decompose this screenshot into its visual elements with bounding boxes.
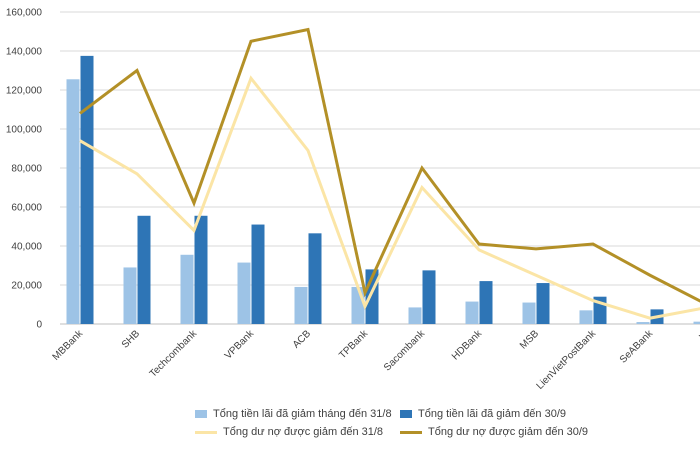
legend-swatch: [400, 430, 422, 434]
legend: Tổng tiền lãi đã giảm tháng đến 31/8 Tổn…: [195, 405, 588, 441]
y-tick-label: 60,000: [11, 203, 42, 214]
bar-interest-3108: [66, 79, 80, 325]
legend-item-line-3009: Tổng dư nợ được giảm đến 30/9: [400, 426, 588, 438]
y-tick-label: 120,000: [6, 86, 43, 97]
bar-interest-3009: [80, 55, 94, 324]
y-tick-label: 100,000: [6, 125, 43, 136]
legend-item-bar-3108: Tổng tiền lãi đã giảm tháng đến 31/8: [195, 408, 400, 420]
x-tick-label: HDBank: [450, 328, 485, 363]
y-tick-label: 40,000: [11, 242, 42, 253]
bar-interest-3108: [123, 267, 137, 324]
y-tick-label: 160,000: [6, 8, 43, 19]
x-tick-label: MBBank: [51, 328, 86, 363]
bar-interest-3108: [522, 302, 536, 324]
y-tick-label: 0: [36, 320, 42, 331]
x-axis: MBBank SHB Techcombank VPBank ACB TPBank Sacom…: [51, 328, 700, 392]
bar-interest-3108: [180, 254, 194, 324]
bar-interest-3108: [465, 301, 479, 324]
bars: [66, 55, 700, 325]
x-tick-label: TPBank: [337, 328, 371, 362]
x-tick-label: ACB: [291, 328, 314, 351]
bar-interest-3009: [251, 224, 265, 324]
legend-label: Tổng tiền lãi đã giảm tháng đến 31/8: [213, 408, 392, 420]
bar-interest-3108: [693, 321, 700, 324]
x-tick-label: LienVietPostBank: [535, 328, 599, 392]
y-tick-label: 140,000: [6, 47, 43, 58]
lines: [79, 27, 700, 320]
x-tick-label: SHB: [120, 328, 143, 351]
legend-item-line-3108: Tổng dư nợ được giảm đến 31/8: [195, 426, 400, 438]
legend-swatch: [400, 410, 412, 418]
y-tick-label: 80,000: [11, 164, 42, 175]
y-tick-label: 20,000: [11, 281, 42, 292]
x-tick-label: Sacombank: [382, 328, 428, 374]
line-debt-3009: [79, 27, 700, 303]
x-tick-label: Techcombank: [148, 328, 200, 380]
bar-interest-3009: [194, 215, 208, 324]
x-tick-label: MSB: [518, 328, 541, 351]
legend-label: Tổng tiền lãi đã giảm đến 30/9: [418, 408, 566, 420]
bar-interest-3108: [579, 310, 593, 324]
bar-interest-3108: [294, 286, 308, 324]
bar-interest-3009: [422, 270, 436, 324]
legend-label: Tổng dư nợ được giảm đến 31/8: [223, 426, 384, 438]
line-debt-3108: [79, 75, 700, 320]
bar-interest-3009: [479, 281, 493, 324]
legend-swatch: [195, 430, 217, 434]
bar-interest-3009: [137, 215, 151, 324]
bar-interest-3009: [536, 283, 550, 324]
x-tick-label: VI: [698, 328, 700, 342]
y-axis: 0 20,000 40,000 60,000 80,000 100,000 120,000 1…: [6, 8, 43, 331]
bar-interest-3108: [636, 322, 650, 324]
bar-interest-3108: [237, 262, 251, 324]
legend-item-bar-3009: Tổng tiền lãi đã giảm đến 30/9: [400, 408, 566, 420]
legend-swatch: [195, 410, 207, 418]
bar-interest-3009: [308, 233, 322, 324]
gridlines: [60, 11, 700, 325]
x-tick-label: SeABank: [618, 328, 656, 366]
x-tick-label: VPBank: [223, 328, 257, 362]
bar-interest-3108: [408, 307, 422, 324]
legend-label: Tổng dư nợ được giảm đến 30/9: [428, 426, 589, 438]
bar-interest-3108: [351, 286, 365, 324]
